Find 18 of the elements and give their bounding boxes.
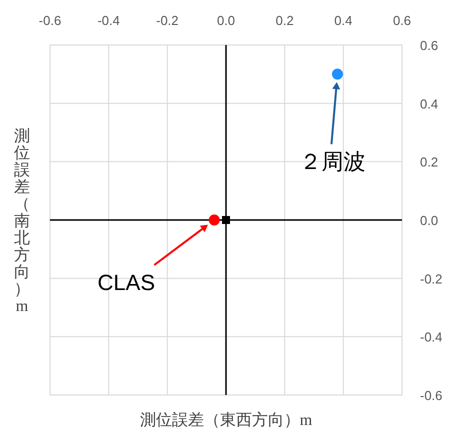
y-tick-label: 0.0 <box>420 213 438 228</box>
y-tick-label: -0.4 <box>420 330 442 345</box>
y-tick-label: 0.2 <box>420 154 438 170</box>
x-tick-label: 0.6 <box>392 13 412 28</box>
y-tick-label: 0.4 <box>420 96 438 112</box>
x-tick-label: -0.2 <box>156 13 179 28</box>
x-tick-label: 0.0 <box>216 13 236 28</box>
x-tick-label: 0.2 <box>276 13 294 28</box>
text: ２周波 <box>299 149 366 174</box>
x-tick-label: 0.4 <box>334 13 352 28</box>
x-axis-title: 測位誤差（東西方向）m <box>140 411 313 429</box>
y-tick-label: -0.6 <box>420 388 442 403</box>
text: CLAS <box>98 270 156 295</box>
x-tick-label: -0.6 <box>38 13 62 28</box>
y-tick-label: 0.6 <box>420 38 438 53</box>
y-tick-label: -0.2 <box>420 271 442 286</box>
text: 測位誤差（南北方向）m <box>14 128 30 315</box>
x-tick-label: -0.4 <box>97 13 120 28</box>
